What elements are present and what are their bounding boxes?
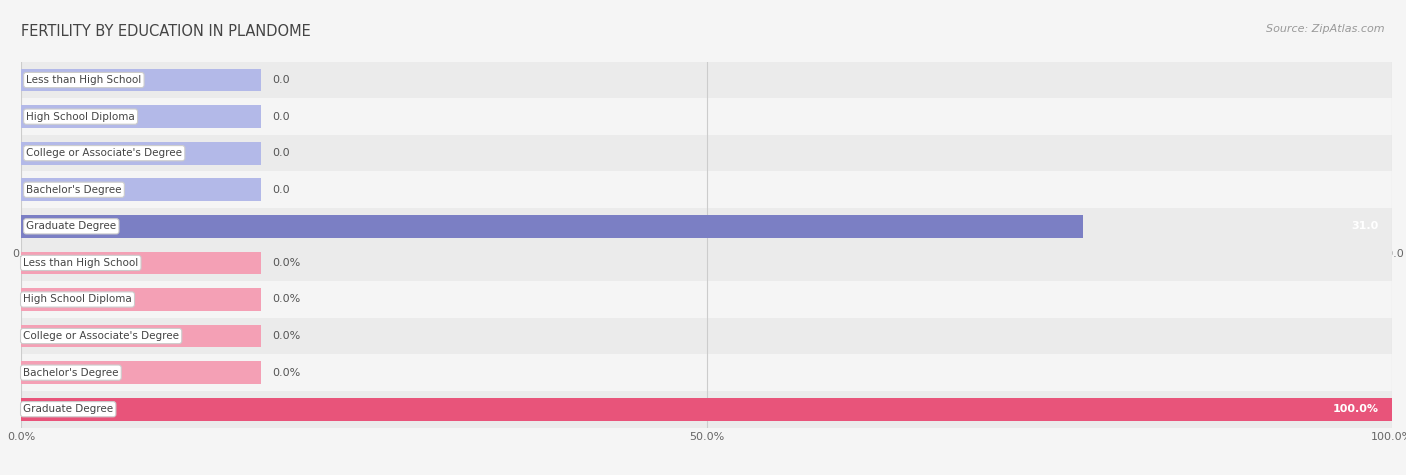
Bar	[21, 98, 1392, 135]
Text: FERTILITY BY EDUCATION IN PLANDOME: FERTILITY BY EDUCATION IN PLANDOME	[21, 24, 311, 39]
Bar	[21, 245, 1392, 281]
Text: High School Diploma: High School Diploma	[27, 112, 135, 122]
Bar	[21, 318, 1392, 354]
Bar	[21, 252, 262, 274]
Bar	[21, 62, 1392, 98]
Text: Bachelor's Degree: Bachelor's Degree	[27, 185, 122, 195]
Text: Less than High School: Less than High School	[27, 75, 142, 85]
Text: 31.0: 31.0	[1351, 221, 1378, 231]
Bar	[21, 398, 1392, 420]
Bar	[21, 354, 1392, 391]
Text: 0.0%: 0.0%	[271, 294, 301, 304]
Bar	[21, 135, 1392, 171]
Bar	[21, 215, 1084, 238]
Bar	[21, 105, 262, 128]
Text: 0.0: 0.0	[271, 112, 290, 122]
Bar	[21, 179, 262, 201]
Text: Graduate Degree: Graduate Degree	[27, 221, 117, 231]
Text: Source: ZipAtlas.com: Source: ZipAtlas.com	[1267, 24, 1385, 34]
Text: Graduate Degree: Graduate Degree	[22, 404, 114, 414]
Text: College or Associate's Degree: College or Associate's Degree	[27, 148, 183, 158]
Text: Less than High School: Less than High School	[22, 258, 138, 268]
Text: High School Diploma: High School Diploma	[22, 294, 132, 304]
Text: Bachelor's Degree: Bachelor's Degree	[22, 368, 118, 378]
Text: College or Associate's Degree: College or Associate's Degree	[22, 331, 179, 341]
Bar	[21, 142, 262, 164]
Bar	[21, 361, 262, 384]
Bar	[21, 171, 1392, 208]
Text: 0.0%: 0.0%	[271, 368, 301, 378]
Text: 0.0%: 0.0%	[271, 258, 301, 268]
Bar	[21, 391, 1392, 428]
Bar	[21, 69, 262, 91]
Bar	[21, 281, 1392, 318]
Bar	[21, 325, 262, 347]
Bar	[21, 208, 1392, 245]
Text: 0.0: 0.0	[271, 185, 290, 195]
Text: 0.0: 0.0	[271, 75, 290, 85]
Text: 0.0%: 0.0%	[271, 331, 301, 341]
Bar	[21, 288, 262, 311]
Text: 100.0%: 100.0%	[1333, 404, 1378, 414]
Text: 0.0: 0.0	[271, 148, 290, 158]
